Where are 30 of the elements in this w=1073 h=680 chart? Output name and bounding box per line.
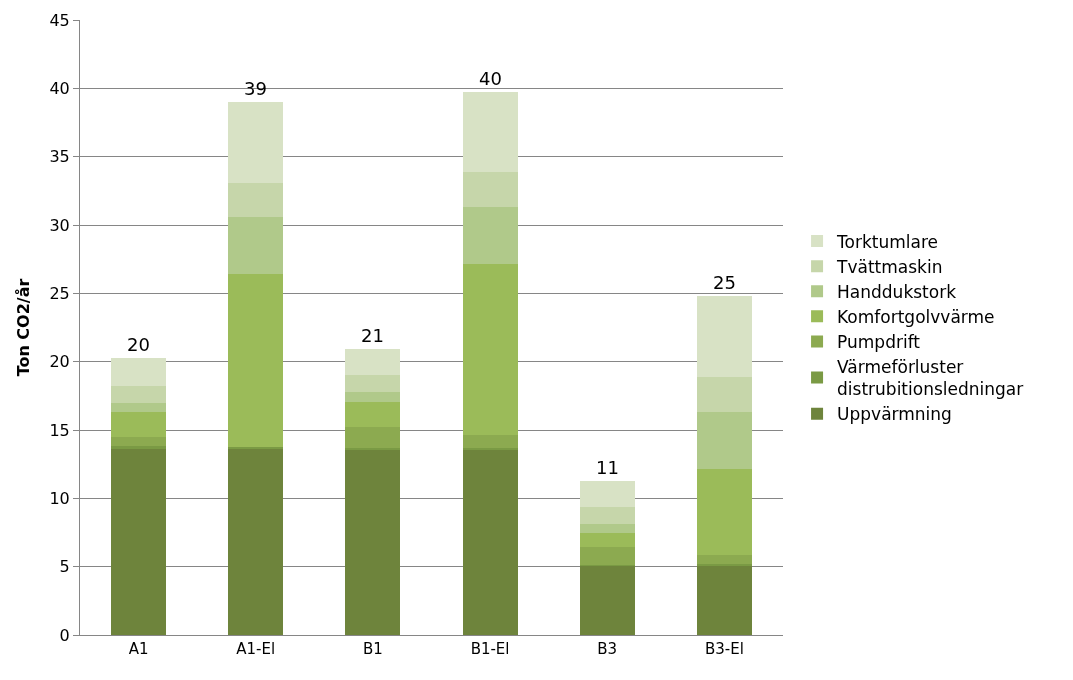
y-axis-title: Ton CO2/år [14, 278, 34, 377]
y-tick-label: 10 [49, 488, 70, 508]
total-label: 21 [361, 325, 384, 346]
y-tick-label: 25 [49, 283, 70, 303]
total-label: 25 [713, 272, 736, 293]
legend-label: Handdukstork [837, 281, 957, 302]
total-label: 11 [596, 457, 619, 478]
y-tick-label: 45 [49, 10, 70, 30]
y-tick-label: 5 [59, 557, 70, 577]
legend-label: Pumpdrift [837, 332, 921, 353]
x-tick-label: B1-El [470, 640, 510, 658]
legend-label: Torktumlare [836, 231, 939, 252]
total-label: 20 [127, 334, 150, 355]
legend-label: Komfortgolvvärme [837, 306, 995, 327]
y-tick-label: 35 [49, 147, 70, 167]
y-tick-label: 20 [49, 352, 70, 372]
y-tick-label: 30 [49, 215, 70, 235]
total-label: 39 [244, 78, 267, 99]
total-label: 40 [479, 68, 502, 89]
legend-label: Värmeförluster distrubitionsledningar [837, 357, 1024, 400]
y-tick-label: 40 [49, 78, 70, 98]
y-tick-label: 15 [49, 420, 70, 440]
legend-label: Uppvärmning [837, 404, 952, 425]
y-tick-label: 0 [59, 625, 70, 645]
legend-label: Tvättmaskin [836, 256, 943, 277]
x-tick-label: B1 [363, 640, 383, 658]
x-tick-label: A1 [128, 640, 149, 658]
x-tick-label: A1-El [236, 640, 276, 658]
x-tick-label: B3 [597, 640, 618, 658]
x-tick-label: B3-El [704, 640, 744, 658]
